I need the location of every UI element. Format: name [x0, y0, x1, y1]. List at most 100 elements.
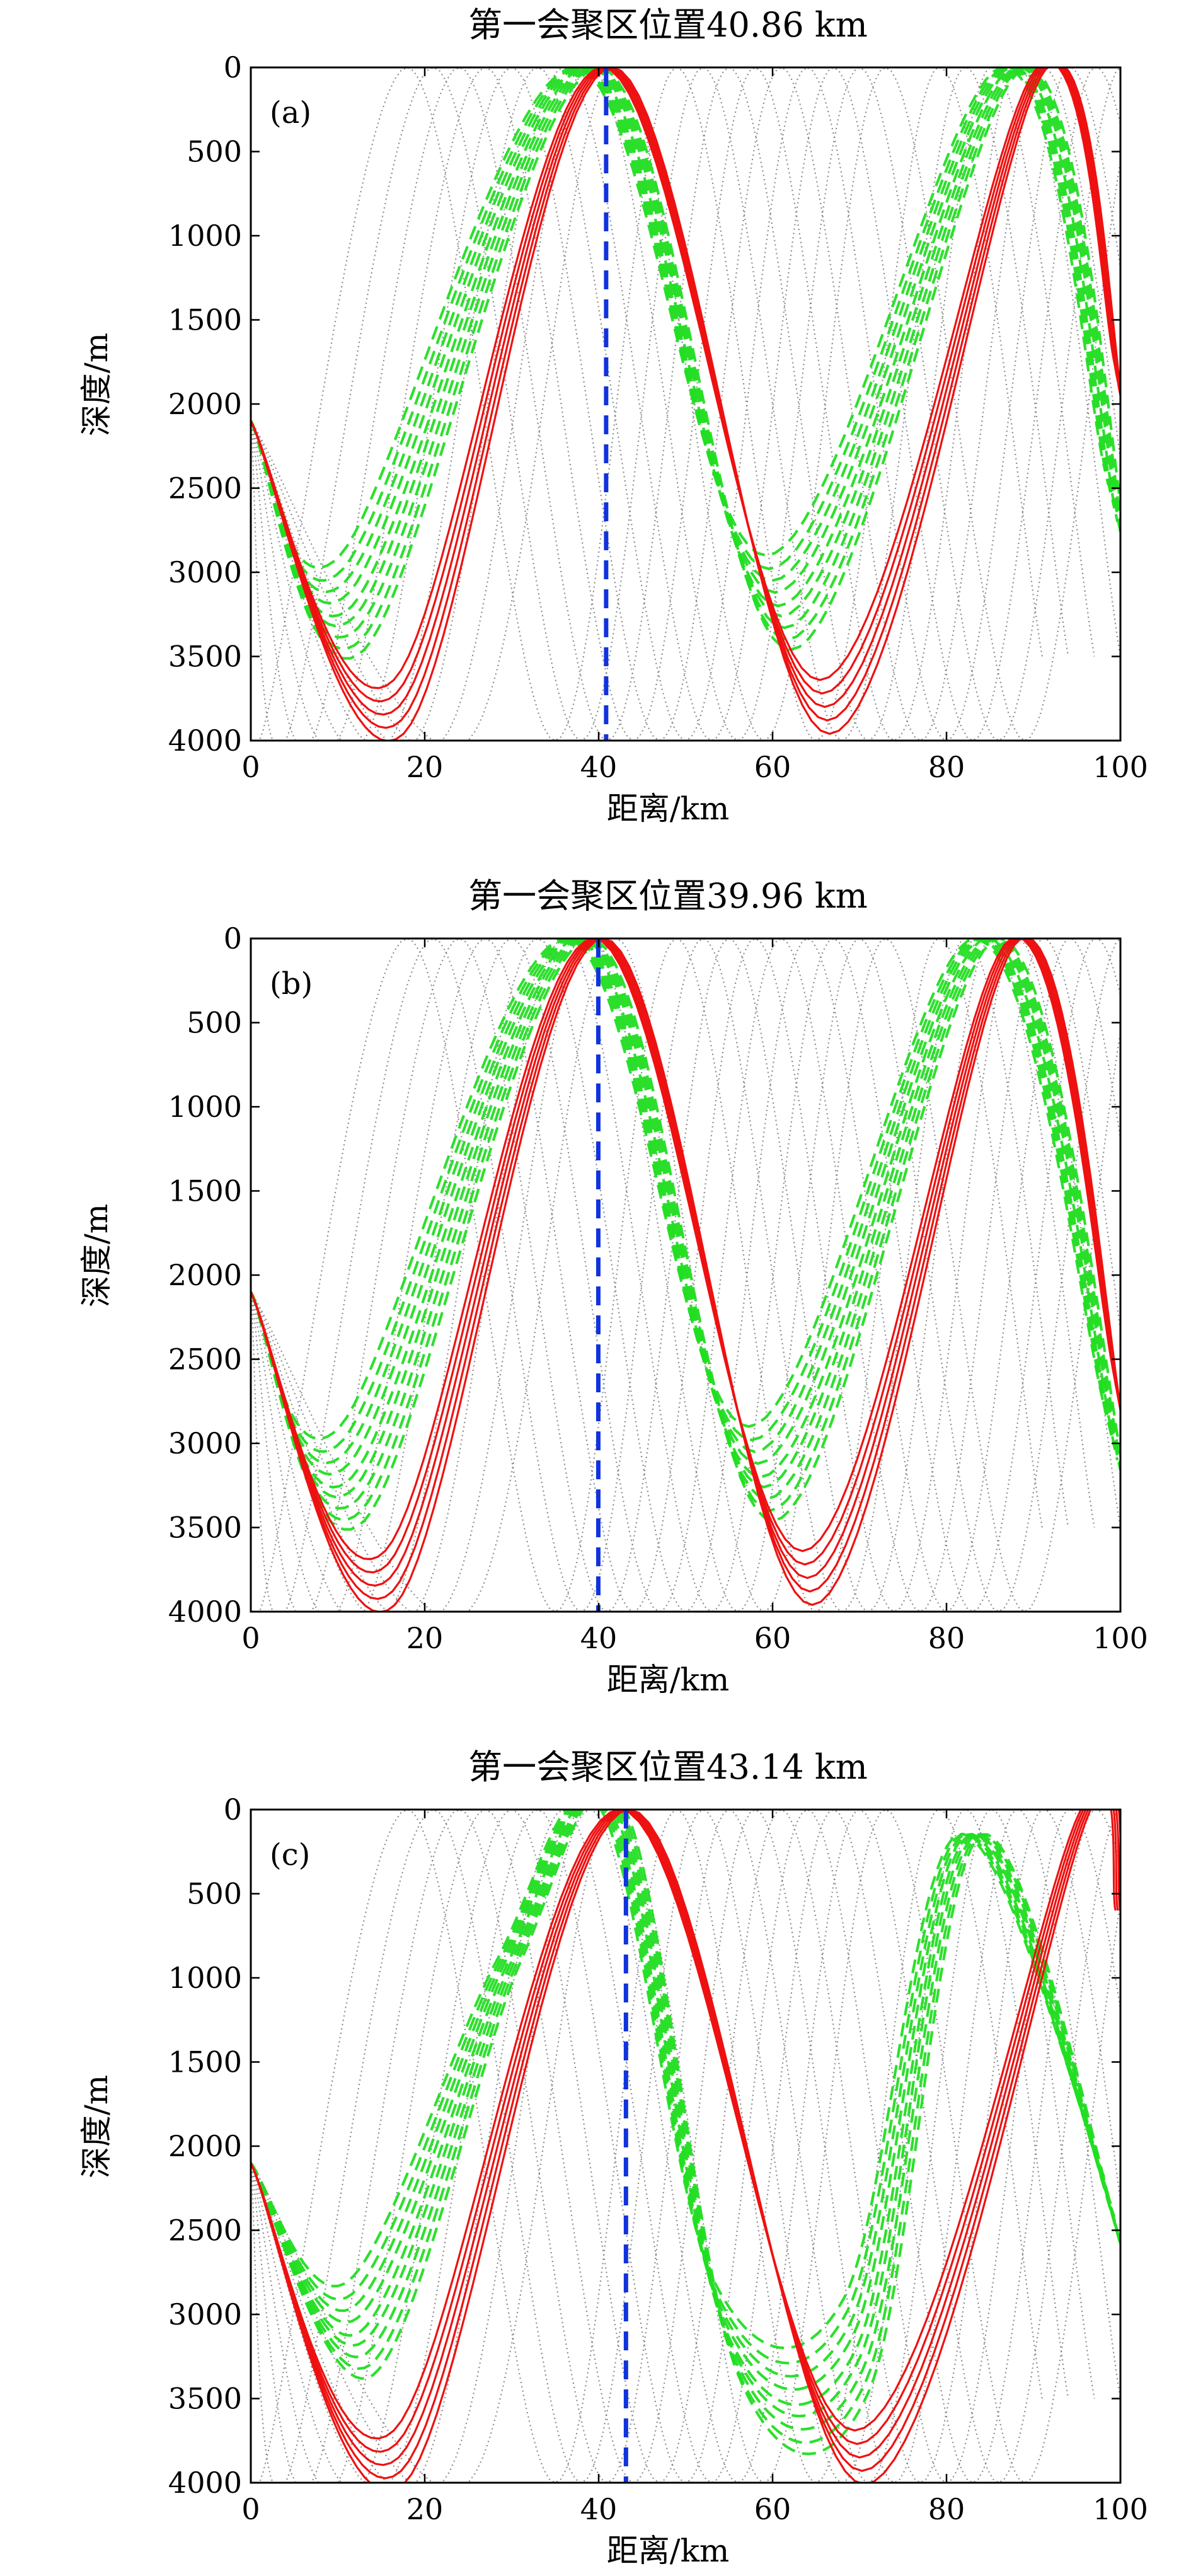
- panel-c-ytick-label: 3000: [168, 2297, 242, 2331]
- panel-b-dotted-ray-6: [251, 939, 1120, 1612]
- panel-c-dashed-ray-0: [251, 1810, 1107, 2350]
- panel-a-dotted-ray-5: [251, 67, 1120, 741]
- panel-c-title: 第一会聚区位置43.14 km: [468, 1747, 868, 1787]
- panel-a-dashed-ray-5: [251, 67, 1120, 628]
- panel-c-xtick-label: 80: [928, 2492, 965, 2526]
- panel-c-ylabel: 深度/m: [78, 2075, 115, 2178]
- panel-a-ylabel: 深度/m: [78, 333, 115, 436]
- panel-c-dashed-ray-7: [251, 1810, 1120, 2444]
- panel-c-ytick-label: 1000: [168, 1961, 242, 1995]
- panel-c-letter: (c): [270, 1837, 310, 1873]
- panel-c-xlabel: 距离/km: [607, 2533, 730, 2569]
- panel-b-xtick-label: 80: [928, 1621, 965, 1655]
- panel-a-ytick-label: 2000: [168, 387, 242, 421]
- panel-c-ytick-label: 3500: [168, 2382, 242, 2416]
- panel-c-ytick-label: 0: [224, 1793, 242, 1827]
- panel-c-dotted-ray-6: [251, 1810, 1120, 2483]
- panel-b-rays: [251, 939, 1120, 1612]
- panel-c-ytick-label: 500: [187, 1877, 242, 1911]
- panel-a-xlabel: 距离/km: [607, 790, 730, 827]
- panel-c-plot: 0 20 40 60 80 1000500100015002000250030003500…: [168, 1793, 1148, 2526]
- panel-a-plot: 0 20 40 60 80 1000500100015002000250030003500…: [168, 50, 1148, 784]
- panel-b-ytick-label: 3500: [168, 1511, 242, 1545]
- panel-a-rays: [251, 67, 1120, 741]
- panel-a-ytick-label: 3500: [168, 640, 242, 674]
- panel-a-ytick-label: 500: [187, 135, 242, 169]
- panel-b-dashed-ray-3: [251, 939, 1116, 1476]
- panel-c-dashed-ray-5: [251, 1810, 1120, 2418]
- panel-a: 第一会聚区位置40.86 km 深度/m 距离/km 0 20 40 60 80 1000…: [78, 5, 1148, 827]
- panel-a-dashed-ray-8: [251, 67, 1120, 660]
- panel-c-ytick-label: 2000: [168, 2129, 242, 2163]
- panel-b-dotted-ray-8: [251, 939, 1120, 1612]
- panel-b-dotted-ray-4: [251, 939, 1120, 1612]
- panel-b-title: 第一会聚区位置39.96 km: [468, 876, 868, 916]
- panel-b-ytick-label: 0: [224, 921, 242, 956]
- panel-a-dashed-ray-3: [251, 67, 1116, 605]
- panel-b-dashed-ray-5: [251, 939, 1120, 1499]
- panel-a-dotted-ray-6: [251, 67, 1120, 741]
- panel-b-xtick-label: 20: [406, 1621, 444, 1655]
- panel-c-dotted-ray-8: [251, 1810, 1120, 2483]
- panel-c-xtick-label: 60: [754, 2492, 791, 2526]
- panel-b-dotted-ray-2: [251, 939, 1095, 1612]
- panel-a-xtick-label: 60: [754, 750, 791, 784]
- panel-b-ytick-label: 4000: [168, 1595, 242, 1629]
- panel-a-ytick-label: 3000: [168, 555, 242, 589]
- panel-c-dashed-ray-8: [251, 1810, 1120, 2456]
- panel-a-dashed-ray-4: [251, 67, 1119, 618]
- panel-a-ytick-label: 1000: [168, 219, 242, 253]
- panel-b-ytick-label: 3000: [168, 1426, 242, 1460]
- panel-c: 第一会聚区位置43.14 km 深度/m 距离/km 0 20 40 60 80 1000…: [78, 1747, 1148, 2569]
- panel-c-xtick-label: 40: [580, 2492, 618, 2526]
- panel-c-rays: [251, 1810, 1120, 2483]
- panel-b-dashed-ray-1: [251, 939, 1110, 1453]
- panel-a-ytick-label: 2500: [168, 471, 242, 505]
- panel-b-xtick-label: 60: [754, 1621, 791, 1655]
- panel-c-dotted-ray-0: [251, 1810, 1043, 2483]
- panel-c-xtick-label: 100: [1093, 2492, 1148, 2526]
- panel-b-xtick-label: 40: [580, 1621, 618, 1655]
- panel-b-xtick-label: 100: [1093, 1621, 1148, 1655]
- panel-a-dashed-ray-6: [251, 67, 1120, 639]
- panel-c-dashed-ray-6: [251, 1810, 1120, 2431]
- panel-c-dashed-ray-4: [251, 1810, 1119, 2406]
- panel-a-dotted-ray-7: [251, 67, 1120, 741]
- panel-a-xtick-label: 80: [928, 750, 965, 784]
- panel-b-letter: (b): [270, 966, 313, 1002]
- panel-c-ytick-label: 2500: [168, 2214, 242, 2248]
- panel-b-dashed-ray-8: [251, 939, 1120, 1531]
- panel-c-dotted-ray-2: [251, 1810, 1095, 2483]
- panel-a-dotted-ray-0: [251, 67, 1043, 741]
- panel-b-ytick-label: 1000: [168, 1090, 242, 1124]
- panel-c-xtick-label: 0: [241, 2492, 260, 2526]
- panel-c-xtick-label: 20: [406, 2492, 444, 2526]
- panel-c-dotted-ray-7: [251, 1810, 1120, 2483]
- panel-b-solid-ray-4: [251, 939, 1120, 1612]
- panel-c-ytick-label: 4000: [168, 2466, 242, 2500]
- panel-a-xtick-label: 20: [406, 750, 444, 784]
- panel-a-xtick-label: 100: [1093, 750, 1148, 784]
- panel-c-dashed-ray-3: [251, 1810, 1116, 2391]
- panel-c-dashed-ray-1: [251, 1810, 1110, 2365]
- panel-a-letter: (a): [270, 95, 311, 130]
- panel-a-solid-ray-4: [251, 67, 1120, 741]
- panel-b-dotted-ray-0: [251, 939, 1043, 1612]
- panel-b-ytick-label: 2000: [168, 1258, 242, 1292]
- panel-a-ytick-label: 4000: [168, 724, 242, 758]
- panel-b-ytick-label: 500: [187, 1006, 242, 1040]
- panel-a-ytick-label: 1500: [168, 303, 242, 337]
- panel-b-plot: 0 20 40 60 80 1000500100015002000250030003500…: [168, 921, 1148, 1655]
- panel-c-ytick-label: 1500: [168, 2045, 242, 2079]
- panel-b-xlabel: 距离/km: [607, 1661, 730, 1698]
- panel-a-title: 第一会聚区位置40.86 km: [468, 5, 868, 45]
- panel-a-ytick-label: 0: [224, 50, 242, 84]
- panel-b-ytick-label: 1500: [168, 1174, 242, 1208]
- panel-c-solid-ray-4: [251, 1810, 1120, 2483]
- panel-a-xtick-label: 0: [241, 750, 260, 784]
- panel-a-xtick-label: 40: [580, 750, 618, 784]
- panel-a-dotted-ray-8: [251, 67, 1120, 741]
- panel-b-ytick-label: 2500: [168, 1343, 242, 1377]
